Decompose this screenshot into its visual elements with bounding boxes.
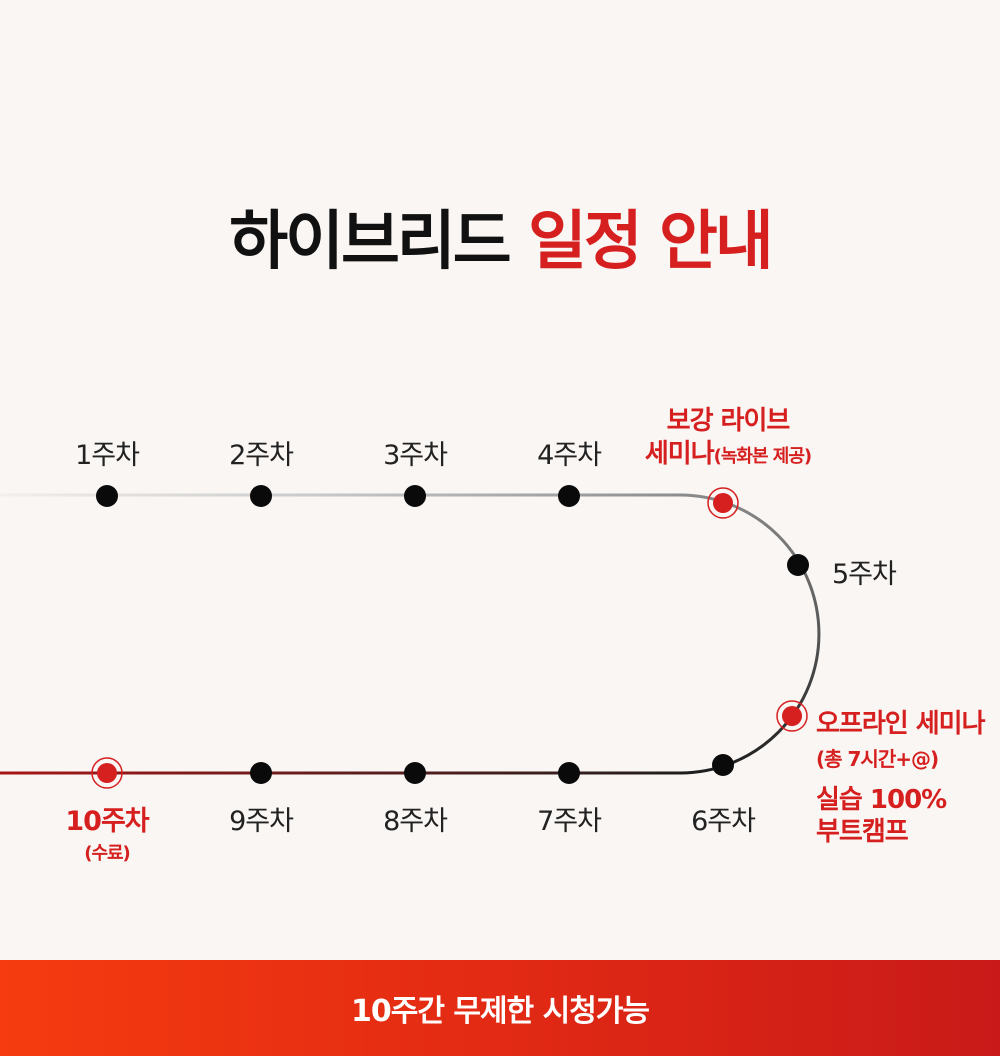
week6-dot bbox=[712, 754, 734, 776]
week3-label: 3주차 bbox=[383, 440, 448, 471]
week4-dot bbox=[558, 485, 580, 507]
timeline-curve-track bbox=[679, 493, 821, 775]
offline-seminar-marker bbox=[776, 700, 808, 732]
week5-dot bbox=[787, 554, 809, 576]
week8-dot bbox=[404, 762, 426, 784]
offline-seminar-label: 오프라인 세미나 (총 7시간+@) 실습 100% 부트캠프 bbox=[816, 708, 985, 849]
live-seminar-label: 보강 라이브 세미나(녹화본 제공) bbox=[644, 405, 813, 470]
week2-label: 2주차 bbox=[229, 440, 294, 471]
live-seminar-marker bbox=[707, 487, 739, 519]
title-main: 하이브리드 bbox=[229, 205, 511, 279]
week10-note: (수료) bbox=[84, 843, 131, 864]
week2-dot bbox=[250, 485, 272, 507]
footer-text: 10주간 무제한 시청가능 bbox=[350, 994, 650, 1029]
page-title: 하이브리드 일정 안내 bbox=[0, 210, 1000, 274]
week9-label: 9주차 bbox=[229, 806, 294, 837]
offline-seminar-line4: 부트캠프 bbox=[816, 817, 909, 847]
offline-seminar-line2: (총 7시간+@) bbox=[816, 746, 939, 771]
week10-label: 10주차 bbox=[65, 806, 149, 837]
live-seminar-note: (녹화본 제공) bbox=[713, 445, 813, 467]
week5-label: 5주차 bbox=[832, 559, 897, 590]
week10-marker bbox=[91, 757, 123, 789]
week6-label: 6주차 bbox=[691, 806, 756, 837]
week8-label: 8주차 bbox=[383, 806, 448, 837]
offline-seminar-line1: 오프라인 세미나 bbox=[816, 709, 985, 739]
week7-label: 7주차 bbox=[537, 806, 602, 837]
week9-dot bbox=[250, 762, 272, 784]
footer-banner: 10주간 무제한 시청가능 bbox=[0, 960, 1000, 1056]
week1-dot bbox=[96, 485, 118, 507]
offline-seminar-line3: 실습 100% bbox=[816, 784, 947, 815]
week7-dot bbox=[558, 762, 580, 784]
live-seminar-line2: 세미나(녹화본 제공) bbox=[644, 438, 813, 469]
live-seminar-line1: 보강 라이브 bbox=[666, 406, 791, 436]
title-accent: 일정 안내 bbox=[527, 205, 774, 279]
week1-label: 1주차 bbox=[75, 440, 140, 471]
week4-label: 4주차 bbox=[537, 440, 602, 471]
week3-dot bbox=[404, 485, 426, 507]
